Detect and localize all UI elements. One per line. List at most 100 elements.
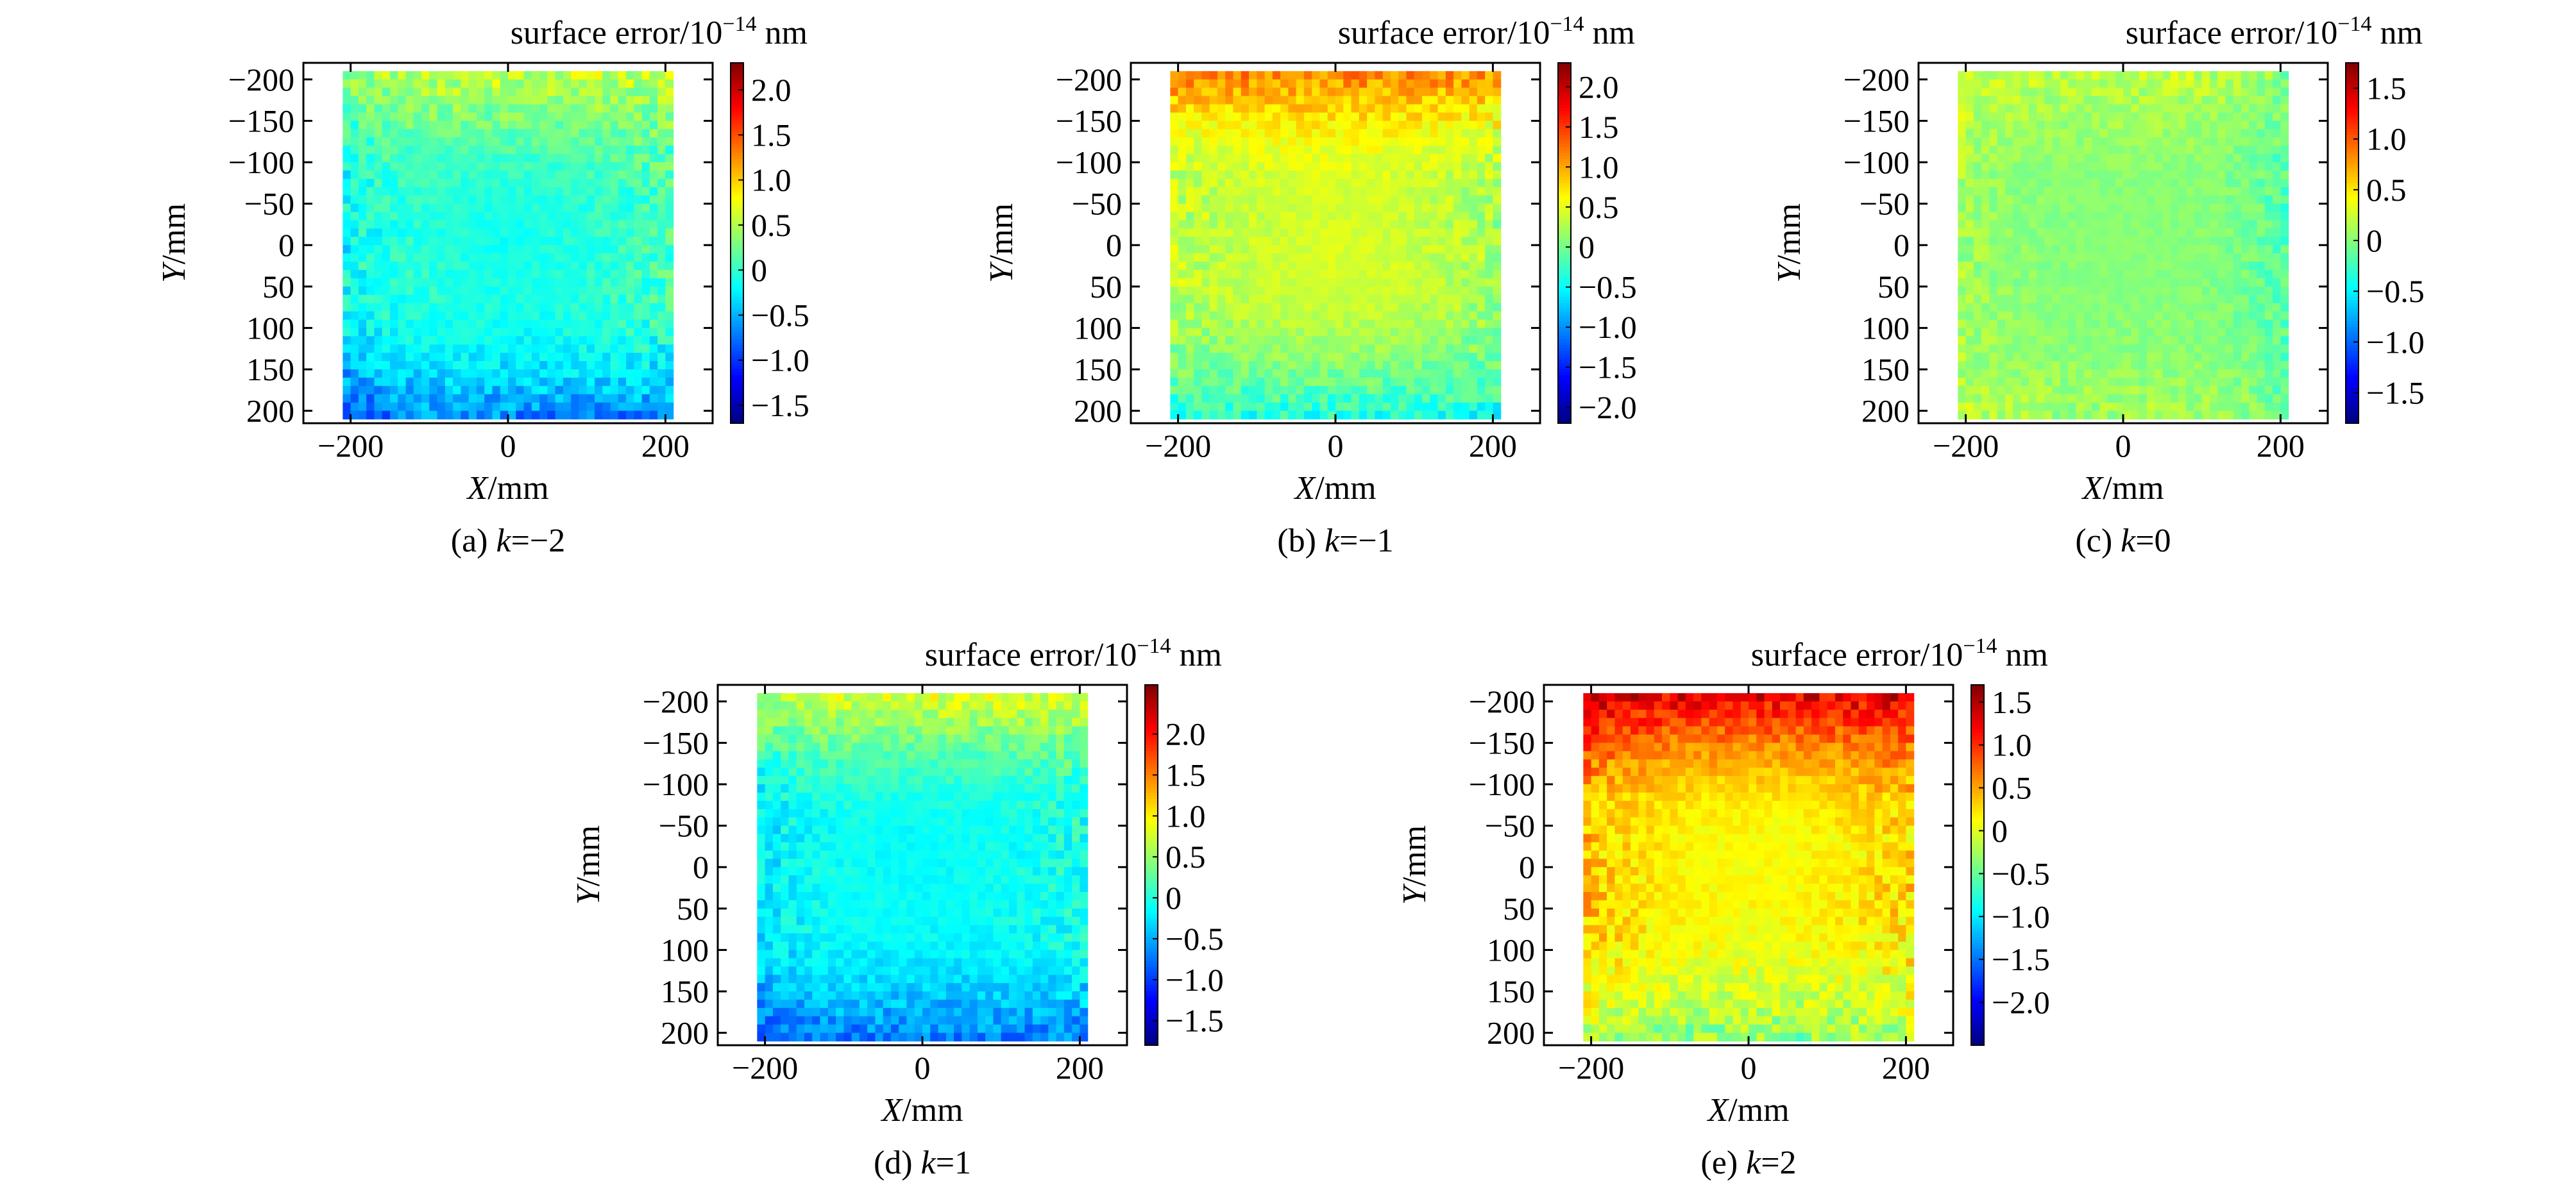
heatmap-cell [1264,336,1273,345]
heatmap-cell [1430,129,1439,138]
heatmap-cell [1249,129,1257,138]
heatmap-cell [626,253,634,262]
heatmap-cell [2257,278,2266,287]
heatmap-cell [547,187,556,196]
heatmap-cell [516,286,525,296]
heatmap-cell [2217,87,2226,97]
heatmap-cell [1406,121,1415,130]
heatmap-cell [476,237,485,246]
heatmap-cell [2131,87,2140,97]
heatmap-cell [539,385,548,395]
heatmap-cell [657,87,666,97]
heatmap-cell [2178,245,2187,254]
heatmap-cell [2257,71,2266,80]
heatmap-cell [413,262,422,271]
heatmap-cell [1445,203,1454,213]
colorbar-segment [731,110,743,115]
heatmap-cell [579,369,588,378]
heatmap-cell [579,162,588,171]
heatmap-cell [374,178,383,188]
heatmap-cell [1997,96,2006,105]
heatmap-cell [1264,79,1273,88]
heatmap-cell [508,187,516,196]
heatmap-cell [1303,369,1312,378]
heatmap-cell [2052,129,2061,138]
heatmap-cell [366,269,375,279]
heatmap-cell [476,154,485,163]
heatmap-cell [1414,129,1423,138]
heatmap-cell [618,294,627,304]
heatmap-cell [1170,385,1179,395]
heatmap-cell [1272,369,1281,378]
heatmap-cell [649,278,658,287]
heatmap-cell [2170,104,2179,114]
heatmap-cell [1965,286,1974,296]
heatmap-cell [1225,410,1234,420]
heatmap-cell [1981,170,1990,180]
heatmap-cell [2139,203,2148,213]
heatmap-cell [1272,253,1281,262]
heatmap-cell [657,237,666,246]
heatmap-cell [1997,129,2006,138]
heatmap-cell [2162,187,2171,196]
heatmap-cell [1430,402,1439,412]
heatmap-cell [539,71,548,80]
heatmap-cell [1319,294,1328,304]
heatmap-cell [453,328,461,337]
heatmap-cell [500,112,509,122]
heatmap-cell [657,286,666,296]
colorbar-segment [731,135,743,139]
colorbar-segment [731,327,743,331]
heatmap-cell [1312,187,1321,196]
heatmap-cell [1390,187,1399,196]
heatmap-cell [1398,71,1407,80]
heatmap-cell [516,212,525,221]
heatmap-cell [547,170,556,180]
heatmap-cell [2060,129,2069,138]
heatmap-cell [1367,104,1375,114]
heatmap-cell [358,220,367,229]
heatmap-cell [2060,253,2069,262]
heatmap-cell [2068,121,2076,130]
heatmap-cell [1351,319,1360,329]
heatmap-cell [1201,353,1210,362]
heatmap-cell [2091,154,2100,163]
heatmap-cell [350,203,359,213]
heatmap-cell [2004,96,2013,105]
heatmap-cell [476,79,485,88]
heatmap-cell [1437,121,1446,130]
heatmap-cell [649,228,658,237]
heatmap-cell [634,402,643,412]
heatmap-cell [531,344,540,353]
heatmap-cell [1327,170,1336,180]
heatmap-cell [500,394,509,403]
heatmap-cell [2052,87,2061,97]
heatmap-cell [2264,278,2273,287]
heatmap-cell [413,121,422,130]
heatmap-cell [1225,195,1234,205]
heatmap-cell [1335,195,1344,205]
heatmap-cell [405,377,414,387]
heatmap-cell [1335,262,1344,271]
heatmap-cell [2194,154,2203,163]
heatmap-cell [382,286,391,296]
heatmap-cell [492,237,501,246]
heatmap-cell [1485,146,1493,155]
heatmap-cell [405,87,414,97]
colorbar-segment [1558,224,1571,229]
heatmap-cell [1233,253,1242,262]
heatmap-cell [1209,203,1218,213]
heatmap-cell [437,269,446,279]
heatmap-cell [2028,71,2037,80]
heatmap-cell [1185,303,1194,312]
heatmap-cell [2249,245,2258,254]
heatmap-cell [1469,344,1478,353]
heatmap-cell [634,203,643,213]
heatmap-cell [1185,402,1194,412]
heatmap-cell [1406,269,1415,279]
heatmap-cell [1233,245,1242,254]
colorbar-segment [1558,186,1571,190]
x-tick-label: −200 [1145,428,1211,464]
heatmap-cell [1343,394,1352,403]
heatmap-cell [350,245,359,254]
